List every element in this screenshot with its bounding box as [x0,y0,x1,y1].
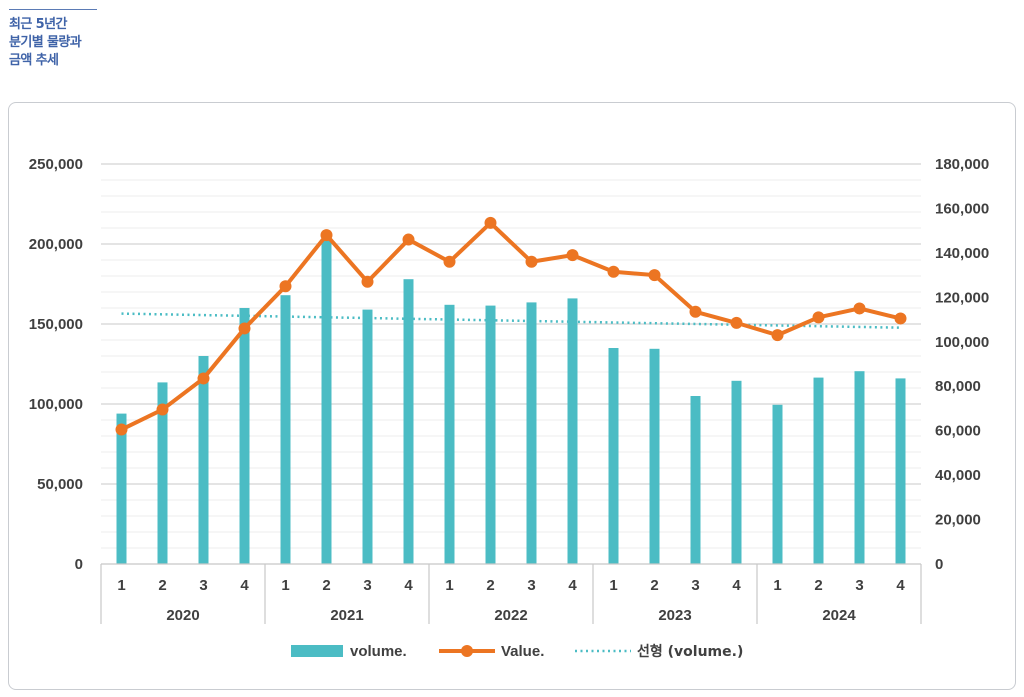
quarter-label: 4 [240,577,249,594]
bar-volume [813,377,824,564]
quarter-label: 3 [199,577,207,594]
quarter-label: 3 [691,577,699,594]
point-value [689,305,702,318]
y-left-tick-label: 250,000 [29,156,83,173]
y-left-tick-label: 50,000 [37,476,83,493]
legend-swatch-value-marker [461,645,473,657]
bar-volume [608,348,619,564]
chart-title: 최근 5년간 분기별 물량과 금액 추세 [9,16,129,70]
point-value [156,403,169,416]
title-line-1: 최근 5년간 [9,17,67,32]
line-value [120,220,901,432]
y-right-tick-label: 120,000 [935,289,989,306]
bar-volume [280,295,291,564]
y-right-tick-label: 20,000 [935,512,981,529]
y-right-tick-label: 100,000 [935,334,989,351]
bar-volume [239,308,250,564]
year-label: 2020 [166,607,199,624]
combo-chart: 0 50,000 100,000 150,000 200,000 250,000 0 20,0… [29,156,989,660]
quarter-label: 1 [773,577,781,594]
bar-volume [731,380,742,564]
chart-card: 0 50,000 100,000 150,000 200,000 250,000 0 20,0… [8,102,1016,690]
y-left-tick-label: 150,000 [29,316,83,333]
point-value [607,265,620,278]
quarter-label: 4 [568,577,577,594]
legend-swatch-volume [291,645,343,657]
y-right-tick-label: 80,000 [935,378,981,395]
y-left-tick-label: 200,000 [29,236,83,253]
y-right-tick-label: 160,000 [935,200,989,217]
bar-volume [444,304,455,564]
y-left-tick-label: 100,000 [29,396,83,413]
bar-volume [157,382,168,564]
quarter-label: 1 [445,577,453,594]
bar-volume [116,413,127,564]
point-value [197,372,210,385]
bar-volume [198,356,209,564]
bar-volume [321,237,332,564]
bar-volume [854,371,865,564]
legend-label-volume: volume. [350,643,407,660]
y-left-tick-label: 0 [75,556,83,573]
title-line-3: 금액 추세 [9,53,59,68]
quarter-label: 4 [404,577,413,594]
point-value [361,275,374,288]
year-label: 2021 [330,607,363,624]
point-value [443,255,456,268]
year-label: 2024 [822,607,856,624]
bar-volume [362,309,373,564]
bar-volume [485,305,496,564]
year-label: 2023 [658,607,691,624]
y-right-tick-label: 40,000 [935,467,981,484]
point-value [238,322,251,335]
title-rule [9,9,97,10]
point-value [812,311,825,324]
y-right-tick-label: 140,000 [935,245,989,262]
bar-volume [526,302,537,564]
quarter-label: 3 [527,577,535,594]
quarter-label: 2 [322,577,330,594]
bar-volume [403,279,414,564]
quarter-label: 2 [486,577,494,594]
point-value [566,249,579,262]
point-value [484,216,497,229]
quarter-label: 1 [117,577,125,594]
bar-volume [895,378,906,564]
y-right-tick-label: 60,000 [935,423,981,440]
point-value [525,255,538,268]
quarter-label: 4 [732,577,741,594]
point-value [853,302,866,315]
point-value [402,233,415,246]
year-label: 2022 [494,607,527,624]
quarter-label: 1 [281,577,289,594]
title-line-2: 분기별 물량과 [9,35,82,50]
trendline-volume [121,312,901,329]
quarter-label: 2 [814,577,822,594]
quarter-label: 1 [609,577,617,594]
point-value [730,316,743,329]
bar-volume [772,404,783,564]
bar-volume [649,348,660,564]
legend-label-value: Value. [501,643,544,660]
y-right-tick-label: 180,000 [935,156,989,173]
quarter-label: 3 [855,577,863,594]
y-right-tick-label: 0 [935,556,943,573]
quarter-label: 2 [158,577,166,594]
point-value [771,329,784,342]
quarter-label: 4 [896,577,905,594]
point-value [648,269,661,282]
quarter-label: 2 [650,577,658,594]
bar-volume [567,298,578,564]
quarter-label: 3 [363,577,371,594]
point-value [894,312,907,325]
bar-volume [690,396,701,564]
point-value [320,229,333,242]
point-value [115,423,128,436]
point-value [279,280,292,293]
legend-label-trendline: 선형 (volume.) [637,643,743,660]
